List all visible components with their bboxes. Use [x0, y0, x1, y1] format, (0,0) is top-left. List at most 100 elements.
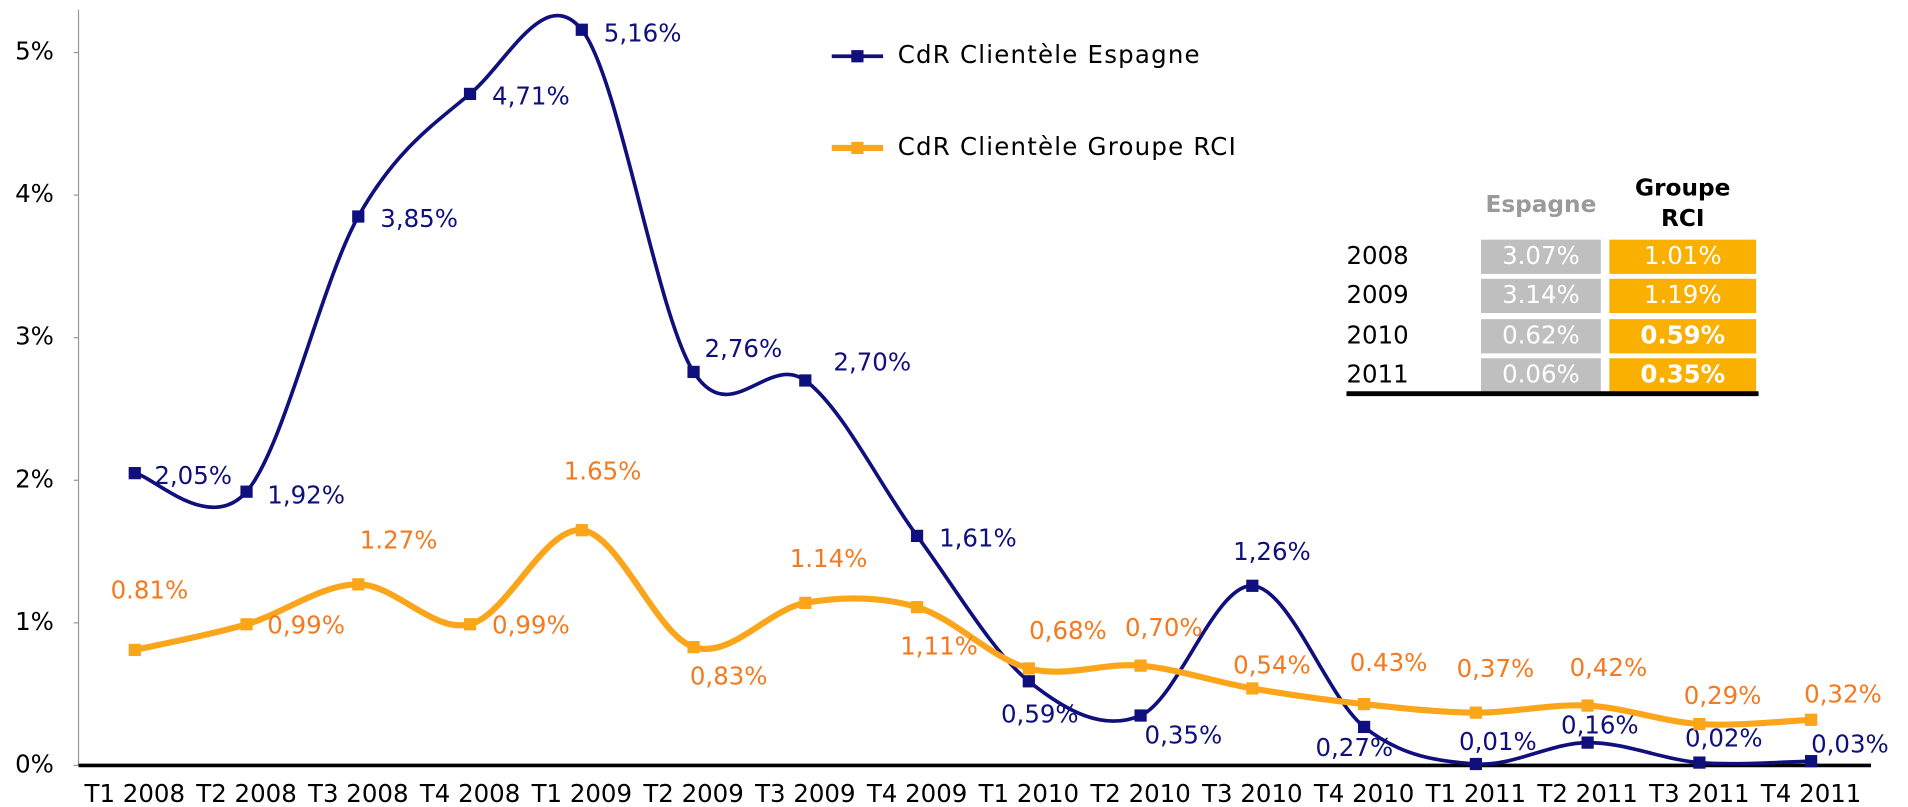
- data-label: 0,54%: [1233, 650, 1311, 679]
- data-label: 1.14%: [790, 544, 868, 573]
- data-label: 0,59%: [1001, 700, 1079, 729]
- legend-marker: [851, 50, 864, 63]
- marker: [575, 23, 588, 36]
- marker: [687, 640, 700, 654]
- x-tick-label: T4 2008: [419, 779, 520, 807]
- data-label: 2,70%: [833, 347, 911, 376]
- table-row-label: 2008: [1346, 241, 1408, 270]
- legend-marker: [851, 141, 864, 155]
- x-tick-label: T3 2009: [754, 779, 855, 807]
- marker: [1693, 717, 1706, 731]
- x-tick-label: T3 2011: [1648, 779, 1749, 807]
- data-label: 1,26%: [1233, 537, 1311, 566]
- marker: [1246, 579, 1259, 592]
- x-tick-label: T1 2011: [1425, 779, 1526, 807]
- table-cell: [1480, 239, 1601, 274]
- data-label: 1,92%: [267, 481, 345, 510]
- marker: [799, 374, 812, 387]
- marker: [463, 87, 477, 101]
- table-cell-text: 1.19%: [1644, 280, 1722, 309]
- data-label: 0,27%: [1316, 733, 1394, 762]
- x-tick-label: T4 2009: [866, 779, 967, 807]
- data-label: 5,16%: [604, 19, 682, 48]
- legend-label: CdR Clientèle Groupe RCI: [898, 132, 1237, 161]
- data-label: 0,35%: [1145, 720, 1223, 749]
- table-header: Groupe RCI: [1635, 174, 1731, 233]
- x-tick-label: T3 2010: [1201, 779, 1302, 807]
- data-label: 0.43%: [1350, 648, 1428, 677]
- y-tick-label: 0%: [15, 749, 54, 778]
- y-tick-label: 3%: [15, 322, 54, 351]
- data-label: 3,85%: [380, 204, 458, 233]
- marker: [910, 529, 924, 542]
- data-label: 1,61%: [939, 524, 1017, 553]
- data-label: 2,76%: [705, 334, 783, 363]
- x-tick-label: T2 2008: [195, 779, 296, 807]
- marker: [240, 618, 253, 631]
- data-label: 0,37%: [1457, 654, 1535, 683]
- x-tick-label: T1 2010: [978, 779, 1079, 807]
- table-cell: [1480, 358, 1601, 393]
- y-tick-label: 1%: [15, 607, 54, 636]
- table-cell: [1609, 319, 1757, 354]
- marker: [1134, 709, 1147, 722]
- table-cell: [1609, 358, 1757, 393]
- x-tick-label: T1 2008: [84, 779, 185, 807]
- data-label: 0,99%: [492, 611, 570, 640]
- data-label: 0,68%: [1029, 616, 1107, 645]
- table-cell-text: 3.07%: [1502, 241, 1580, 270]
- x-tick-label: T1 2009: [531, 779, 632, 807]
- series-line: [134, 527, 1812, 728]
- data-label: 0,01%: [1459, 727, 1537, 756]
- table-row-label: 2010: [1346, 320, 1408, 349]
- marker: [575, 524, 588, 537]
- marker: [352, 210, 365, 223]
- data-label: 2,05%: [154, 461, 232, 490]
- x-tick-label: T4 2011: [1760, 779, 1861, 807]
- data-label: 0.81%: [111, 575, 189, 604]
- marker: [1357, 720, 1371, 734]
- y-tick-label: 2%: [15, 464, 54, 493]
- legend-label: CdR Clientèle Espagne: [898, 40, 1201, 69]
- table-cell-text: 3.14%: [1502, 280, 1580, 309]
- table-row-label: 2009: [1346, 280, 1408, 309]
- table-cell-text: 0.35%: [1640, 359, 1725, 388]
- y-tick-label: 4%: [15, 179, 54, 208]
- data-label: 0,29%: [1684, 681, 1762, 710]
- table-cell-text: 0.06%: [1502, 359, 1580, 388]
- data-label: 0,03%: [1811, 729, 1889, 758]
- marker: [687, 365, 700, 379]
- marker: [799, 596, 812, 610]
- data-label: 0,83%: [690, 662, 768, 691]
- table-row-label: 2011: [1346, 359, 1408, 388]
- data-label: 4,71%: [492, 82, 570, 111]
- table-cell: [1480, 319, 1601, 354]
- marker: [1134, 659, 1147, 672]
- table-cell: [1480, 278, 1601, 314]
- marker: [1022, 675, 1035, 688]
- marker: [1805, 755, 1818, 768]
- marker: [1469, 757, 1482, 771]
- data-label: 0,42%: [1570, 653, 1648, 682]
- table-cell: [1609, 239, 1757, 274]
- marker: [1246, 682, 1259, 695]
- x-tick-label: T3 2008: [307, 779, 408, 807]
- marker: [1805, 713, 1818, 726]
- marker: [910, 601, 924, 614]
- data-label: 0,32%: [1804, 679, 1882, 708]
- marker: [463, 618, 477, 631]
- data-label: 1,11%: [900, 632, 978, 661]
- table-cell: [1609, 278, 1757, 314]
- marker: [1693, 756, 1706, 769]
- x-tick-label: T4 2010: [1313, 779, 1414, 807]
- data-label: 0,70%: [1125, 613, 1203, 642]
- marker: [1357, 698, 1371, 711]
- marker: [128, 467, 141, 480]
- table-cell-text: 0.62%: [1502, 320, 1580, 349]
- table-cell-text: 0.59%: [1640, 320, 1725, 349]
- marker: [1022, 662, 1035, 675]
- table-header: Espagne: [1485, 191, 1596, 218]
- marker: [240, 485, 253, 498]
- data-label: 1.27%: [360, 526, 438, 555]
